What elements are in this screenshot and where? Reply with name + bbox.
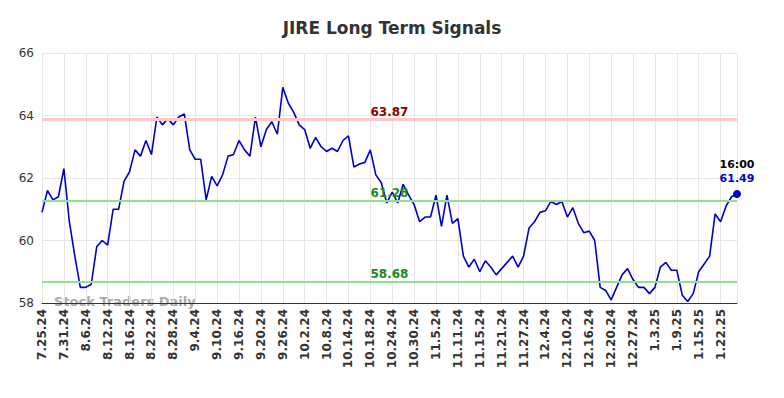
svg-text:12.27.24: 12.27.24	[626, 309, 640, 368]
svg-text:11.11.24: 11.11.24	[451, 309, 465, 368]
svg-text:11.21.24: 11.21.24	[495, 309, 509, 368]
svg-text:9.4.24: 9.4.24	[188, 309, 202, 352]
svg-text:10.8.24: 10.8.24	[320, 309, 334, 360]
svg-text:61.49: 61.49	[720, 172, 755, 185]
svg-text:1.15.25: 1.15.25	[692, 309, 706, 360]
svg-text:1.22.25: 1.22.25	[714, 309, 728, 360]
svg-text:60: 60	[19, 234, 34, 248]
svg-text:8.28.24: 8.28.24	[166, 309, 180, 360]
svg-text:64: 64	[19, 109, 34, 123]
svg-text:7.25.24: 7.25.24	[35, 309, 49, 360]
svg-text:63.87: 63.87	[371, 105, 409, 119]
svg-text:8.6.24: 8.6.24	[79, 309, 93, 352]
svg-text:10.30.24: 10.30.24	[407, 309, 421, 368]
svg-text:12.16.24: 12.16.24	[582, 309, 596, 368]
svg-text:12.4.24: 12.4.24	[538, 309, 552, 360]
svg-text:7.31.24: 7.31.24	[57, 309, 71, 360]
svg-text:10.2.24: 10.2.24	[298, 309, 312, 360]
svg-text:11.27.24: 11.27.24	[517, 309, 531, 368]
svg-text:58.68: 58.68	[371, 267, 409, 281]
svg-text:62: 62	[19, 171, 34, 185]
svg-text:10.14.24: 10.14.24	[341, 309, 355, 368]
svg-text:9.20.24: 9.20.24	[254, 309, 268, 360]
svg-text:8.12.24: 8.12.24	[101, 309, 115, 360]
svg-text:10.24.24: 10.24.24	[385, 309, 399, 368]
svg-text:9.26.24: 9.26.24	[276, 309, 290, 360]
svg-text:Stock Traders Daily: Stock Traders Daily	[54, 294, 196, 309]
svg-text:66: 66	[19, 46, 34, 60]
svg-text:8.16.24: 8.16.24	[123, 309, 137, 360]
svg-text:9.10.24: 9.10.24	[210, 309, 224, 360]
svg-text:8.22.24: 8.22.24	[144, 309, 158, 360]
svg-text:61.28: 61.28	[371, 186, 409, 200]
svg-text:1.9.25: 1.9.25	[670, 309, 684, 352]
svg-text:10.18.24: 10.18.24	[363, 309, 377, 368]
svg-text:16:00: 16:00	[719, 158, 754, 171]
svg-text:JIRE Long Term Signals: JIRE Long Term Signals	[282, 18, 502, 38]
svg-text:1.3.25: 1.3.25	[648, 309, 662, 352]
svg-text:12.20.24: 12.20.24	[604, 309, 618, 368]
svg-text:58: 58	[19, 296, 34, 310]
svg-text:12.10.24: 12.10.24	[560, 309, 574, 368]
svg-text:9.16.24: 9.16.24	[232, 309, 246, 360]
svg-text:11.5.24: 11.5.24	[429, 309, 443, 360]
svg-text:11.15.24: 11.15.24	[473, 309, 487, 368]
